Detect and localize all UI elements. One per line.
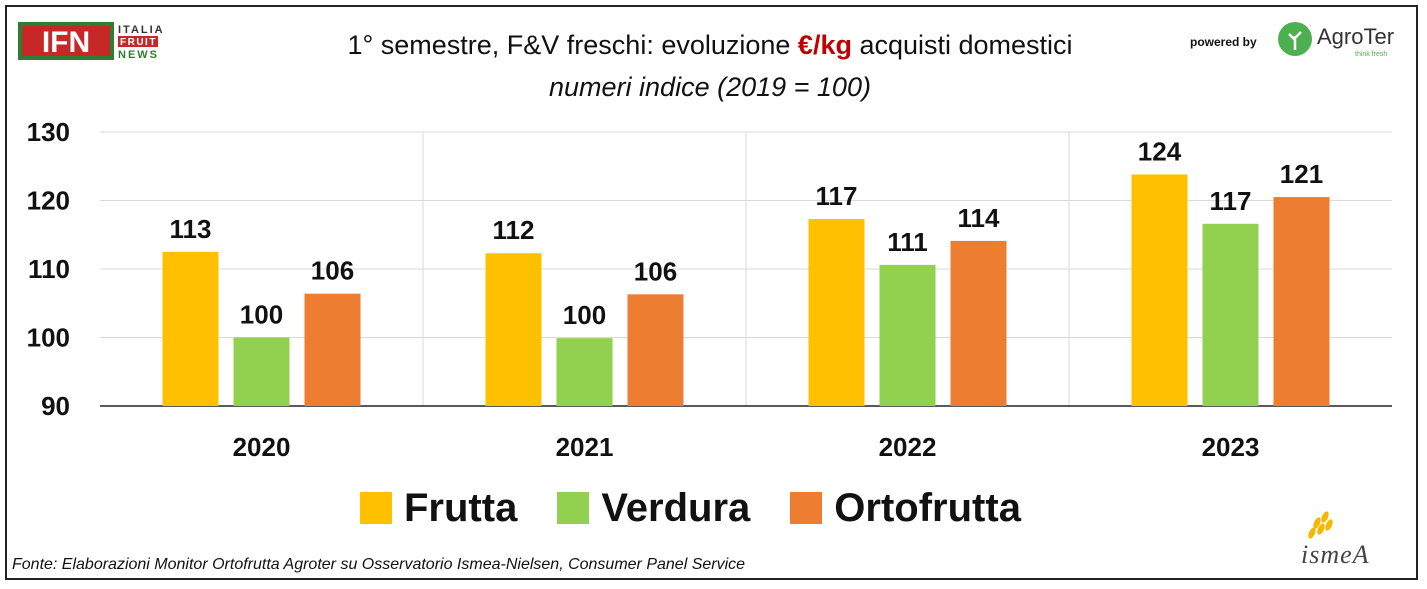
bar-verdura-2022	[879, 264, 936, 406]
title-unit: €/kg	[797, 30, 852, 60]
bar-verdura-2021	[556, 338, 613, 406]
ismea-grain-icon	[1308, 511, 1333, 539]
source-note: Fonte: Elaborazioni Monitor Ortofrutta A…	[12, 556, 746, 573]
ifn-logo-letters: IFN	[42, 26, 90, 59]
x-tick-label-2021: 2021	[556, 432, 614, 462]
data-label-frutta-2020: 113	[170, 214, 212, 244]
data-label-ortofrutta-2023: 121	[1280, 159, 1323, 189]
legend-swatch-verdura	[557, 492, 590, 524]
bar-frutta-2022	[808, 218, 865, 406]
bar-frutta-2020	[162, 251, 219, 406]
data-label-ortofrutta-2020: 106	[311, 256, 354, 286]
legend-swatch-ortofrutta	[790, 492, 823, 524]
y-tick-label: 90	[41, 391, 70, 421]
data-label-verdura-2021: 100	[563, 300, 606, 330]
x-axis-ticks: 2020 2021 2022 2023	[233, 432, 1260, 462]
y-tick-label: 100	[27, 323, 70, 353]
chart-frame	[5, 5, 1418, 580]
legend: Frutta Verdura Ortofrutta	[360, 483, 1061, 533]
bars	[162, 174, 1330, 406]
bar-frutta-2021	[485, 253, 542, 406]
data-label-ortofrutta-2021: 106	[634, 256, 677, 286]
gridlines	[100, 131, 1392, 407]
data-label-frutta-2023: 124	[1138, 136, 1182, 166]
bar-verdura-2023	[1202, 223, 1259, 406]
chart-subtitle: numeri indice (2019 = 100)	[549, 72, 871, 102]
data-label-frutta-2021: 112	[493, 215, 535, 245]
data-label-ortofrutta-2022: 114	[958, 203, 1000, 233]
agroter-logo: AgroTer think fresh	[1278, 22, 1394, 58]
legend-label-ortofrutta: Ortofrutta	[834, 485, 1021, 530]
title-part2: acquisti domestici	[851, 30, 1073, 60]
bar-ortofrutta-2020	[304, 293, 361, 406]
ifn-logo: IFN ITALIA FRUIT NEWS	[18, 22, 165, 61]
legend-label-frutta: Frutta	[404, 485, 518, 530]
bar-verdura-2020	[233, 337, 290, 406]
agroter-logo-tagline: think fresh	[1355, 51, 1387, 58]
x-tick-label-2020: 2020	[233, 432, 291, 462]
agroter-logo-name: AgroTer	[1317, 24, 1394, 49]
data-label-frutta-2022: 117	[816, 181, 858, 211]
chart-title: 1° semestre, F&V freschi: evoluzione €/k…	[300, 30, 1120, 61]
y-tick-label: 110	[28, 254, 70, 284]
data-label-verdura-2023: 117	[1210, 186, 1252, 216]
y-tick-label: 120	[27, 186, 70, 216]
powered-by-label: powered by	[1190, 35, 1257, 49]
title-part1: 1° semestre, F&V freschi: evoluzione	[347, 30, 798, 60]
bar-frutta-2023	[1131, 174, 1188, 406]
legend-item-frutta: Frutta	[360, 486, 517, 531]
ifn-logo-line1: ITALIA	[118, 24, 165, 36]
legend-item-verdura: Verdura	[557, 486, 750, 531]
legend-label-verdura: Verdura	[601, 485, 751, 530]
bar-ortofrutta-2021	[627, 294, 684, 406]
bar-ortofrutta-2022	[950, 240, 1007, 406]
ismea-logo-text: ismeA	[1301, 540, 1370, 569]
ifn-logo-line3: NEWS	[118, 49, 159, 61]
y-tick-label: 130	[27, 117, 70, 147]
x-tick-label-2022: 2022	[879, 432, 937, 462]
x-tick-label-2023: 2023	[1202, 432, 1260, 462]
ifn-logo-line2: FRUIT	[120, 37, 157, 48]
legend-swatch-frutta	[360, 492, 392, 524]
data-label-verdura-2022: 111	[887, 227, 928, 257]
ismea-logo: ismeA	[1301, 511, 1370, 569]
y-axis-ticks: 90 100 110 120 130	[27, 117, 70, 421]
data-labels: 113 100 106 112 100 106 117 111 114 124 117 121	[170, 136, 1324, 330]
bar-ortofrutta-2023	[1273, 197, 1330, 406]
legend-item-ortofrutta: Ortofrutta	[790, 486, 1021, 531]
data-label-verdura-2020: 100	[240, 300, 283, 330]
